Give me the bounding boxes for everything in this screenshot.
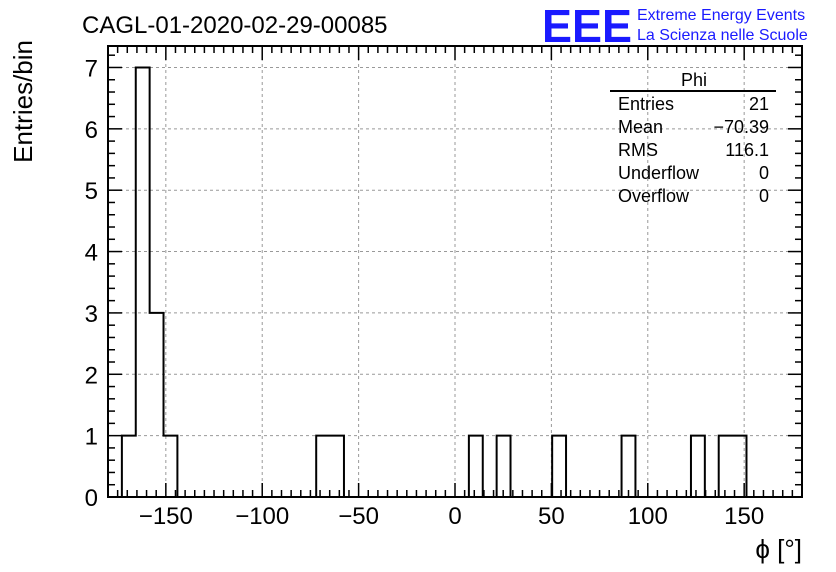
y-tick-label: 6 bbox=[85, 117, 98, 144]
x-tick-label: −100 bbox=[235, 503, 289, 530]
x-tick-label: 0 bbox=[448, 503, 461, 530]
stats-rows: Entries 21 Mean −70.39 RMS 116.1 Underflow 0 Ove… bbox=[618, 94, 769, 206]
x-tick-label: −50 bbox=[338, 503, 379, 530]
x-tick-label: 150 bbox=[724, 503, 764, 530]
y-tick-label: 3 bbox=[85, 301, 98, 328]
stats-row-value: 0 bbox=[759, 163, 769, 183]
y-tick-label: 2 bbox=[85, 362, 98, 389]
stats-title: Phi bbox=[681, 70, 707, 90]
y-tick-labels: 0 1 2 3 4 5 6 7 bbox=[85, 55, 98, 512]
axis-ticks bbox=[108, 46, 802, 498]
stats-box: Phi Entries 21 Mean −70.39 RMS 116.1 Underflow… bbox=[610, 70, 776, 206]
x-tick-label: 100 bbox=[628, 503, 668, 530]
stats-row-value: 116.1 bbox=[725, 140, 769, 160]
stats-row-label: Entries bbox=[618, 94, 674, 114]
y-tick-label: 1 bbox=[85, 424, 98, 451]
stats-row-label: Overflow bbox=[618, 186, 690, 206]
logo-mark: EEE bbox=[542, 0, 632, 52]
x-axis-label: ϕ [°] bbox=[755, 534, 802, 564]
stats-row-value: 21 bbox=[749, 94, 769, 114]
y-tick-label: 5 bbox=[85, 178, 98, 205]
histogram-outline bbox=[120, 66, 748, 497]
stats-row-value: 0 bbox=[759, 186, 769, 206]
y-tick-label: 0 bbox=[85, 485, 98, 512]
x-tick-label: 50 bbox=[538, 503, 565, 530]
x-tick-labels: −150 −100 −50 0 50 100 150 bbox=[139, 503, 764, 530]
stats-row-label: Underflow bbox=[618, 163, 700, 183]
stats-row-value: −70.39 bbox=[713, 117, 769, 137]
x-tick-label: −150 bbox=[139, 503, 193, 530]
y-axis-label: Entries/bin bbox=[8, 40, 38, 163]
chart-title: CAGL-01-2020-02-29-00085 bbox=[82, 12, 388, 39]
logo: EEE Extreme Energy Events La Scienza nel… bbox=[542, 0, 808, 52]
stats-row-label: RMS bbox=[618, 140, 658, 160]
plot-frame bbox=[107, 45, 803, 498]
logo-line1: Extreme Energy Events bbox=[637, 7, 805, 24]
y-tick-label: 7 bbox=[85, 55, 98, 82]
logo-line2: La Scienza nelle Scuole bbox=[637, 27, 808, 44]
grid-lines bbox=[108, 46, 802, 497]
stats-row-label: Mean bbox=[618, 117, 663, 137]
y-tick-label: 4 bbox=[85, 240, 98, 267]
